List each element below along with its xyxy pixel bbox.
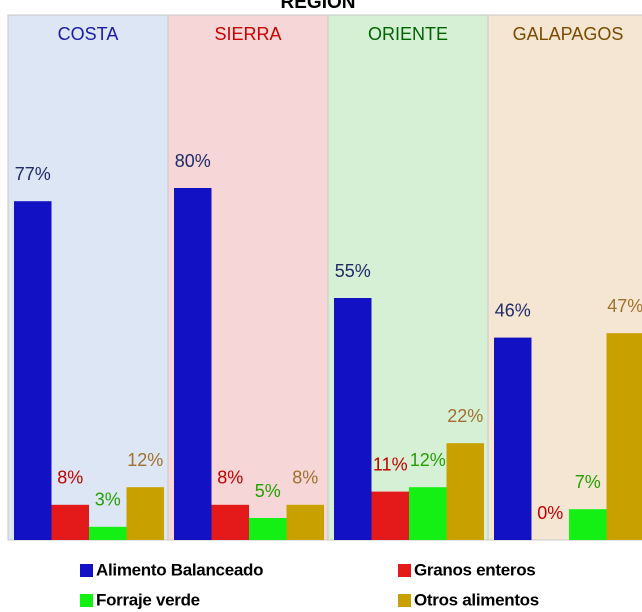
bar bbox=[89, 526, 127, 540]
legend-swatch bbox=[80, 594, 93, 607]
bar bbox=[606, 333, 642, 540]
bar bbox=[14, 201, 52, 540]
legend-label: Otros alimentos bbox=[414, 590, 539, 609]
value-label: 8% bbox=[57, 468, 83, 488]
value-label: 11% bbox=[373, 454, 408, 474]
region-label: ORIENTE bbox=[368, 24, 448, 44]
chart-title: REGION bbox=[281, 0, 356, 13]
bar bbox=[409, 487, 447, 540]
legend-label: Granos enteros bbox=[414, 560, 535, 579]
value-label: 12% bbox=[127, 450, 163, 470]
value-label: 47% bbox=[607, 296, 642, 316]
value-label: 80% bbox=[175, 151, 211, 171]
bar bbox=[126, 487, 164, 540]
value-label: 3% bbox=[95, 490, 121, 510]
bar bbox=[286, 504, 324, 540]
value-label: 55% bbox=[335, 261, 371, 281]
legend-swatch bbox=[398, 594, 411, 607]
legend-label: Forraje verde bbox=[96, 590, 200, 609]
value-label: 8% bbox=[292, 468, 318, 488]
value-label: 0% bbox=[537, 503, 563, 523]
value-label: 22% bbox=[447, 406, 483, 426]
value-label: 5% bbox=[255, 481, 281, 501]
legend-swatch bbox=[398, 564, 411, 577]
bar bbox=[371, 491, 409, 540]
bar bbox=[51, 504, 89, 540]
bar bbox=[334, 298, 372, 540]
region-label: SIERRA bbox=[214, 24, 281, 44]
value-label: 8% bbox=[217, 468, 243, 488]
bar bbox=[569, 509, 607, 540]
region-label: GALAPAGOS bbox=[513, 24, 624, 44]
value-label: 77% bbox=[15, 164, 51, 184]
bar bbox=[211, 504, 249, 540]
legend-swatch bbox=[80, 564, 93, 577]
bar bbox=[494, 337, 532, 540]
value-label: 7% bbox=[575, 472, 601, 492]
region-label: COSTA bbox=[58, 24, 119, 44]
value-label: 12% bbox=[410, 450, 446, 470]
value-label: 46% bbox=[495, 300, 531, 320]
bar bbox=[249, 518, 287, 540]
bar bbox=[174, 188, 212, 540]
bar bbox=[446, 443, 484, 540]
legend-label: Alimento Balanceado bbox=[96, 560, 263, 579]
